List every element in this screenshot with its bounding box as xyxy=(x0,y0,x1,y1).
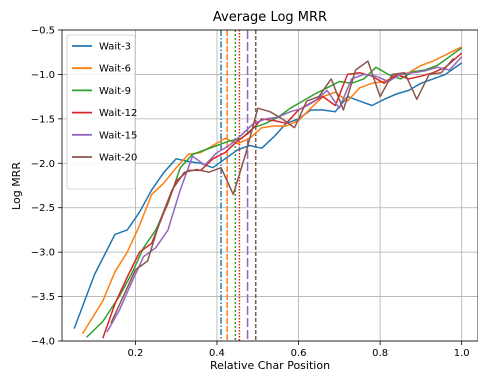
legend-label: Wait-3 xyxy=(99,42,131,53)
y-tick-label: −0.5 xyxy=(31,26,55,37)
vertical-markers xyxy=(220,30,257,341)
legend-label: Wait-20 xyxy=(99,153,137,164)
x-tick-label: 1.0 xyxy=(454,348,470,359)
y-axis-label: Log MRR xyxy=(10,162,23,210)
series-lines xyxy=(73,46,463,339)
y-axis-ticks: −4.0 −3.5 −3.0 −2.5 −2.0 −1.5 −1.0 −0.5 xyxy=(31,26,62,348)
series-line-wait-3 xyxy=(73,62,463,329)
y-tick-label: −2.5 xyxy=(31,203,55,214)
x-axis-ticks: 0.2 0.4 0.6 0.8 1.0 xyxy=(127,341,470,359)
legend-label: Wait-6 xyxy=(99,64,131,75)
y-tick-label: −4.0 xyxy=(31,337,55,348)
x-tick-label: 0.4 xyxy=(209,348,225,359)
y-tick-label: −3.5 xyxy=(31,292,55,303)
x-tick-label: 0.2 xyxy=(127,348,143,359)
y-tick-label: −3.0 xyxy=(31,248,55,259)
series-line-wait-6 xyxy=(81,46,463,335)
series-line-wait-20 xyxy=(110,57,455,324)
y-tick-label: −1.0 xyxy=(31,70,55,81)
y-tick-label: −2.0 xyxy=(31,159,55,170)
legend-label: Wait-12 xyxy=(99,108,137,119)
y-tick-label: −1.5 xyxy=(31,114,55,125)
plot-frame xyxy=(61,29,478,342)
legend: Wait-3 Wait-6 Wait-9 Wait-12 Wait-15 Wait-20 xyxy=(66,34,137,190)
legend-label: Wait-9 xyxy=(99,86,131,97)
legend-box xyxy=(66,34,136,190)
x-axis-label: Relative Char Position xyxy=(210,359,330,369)
series-line-wait-12 xyxy=(102,52,463,339)
x-tick-label: 0.6 xyxy=(291,348,307,359)
x-tick-label: 0.8 xyxy=(372,348,388,359)
legend-label: Wait-15 xyxy=(99,130,137,141)
series-line-wait-15 xyxy=(106,56,463,333)
chart-title: Average Log MRR xyxy=(213,10,327,25)
